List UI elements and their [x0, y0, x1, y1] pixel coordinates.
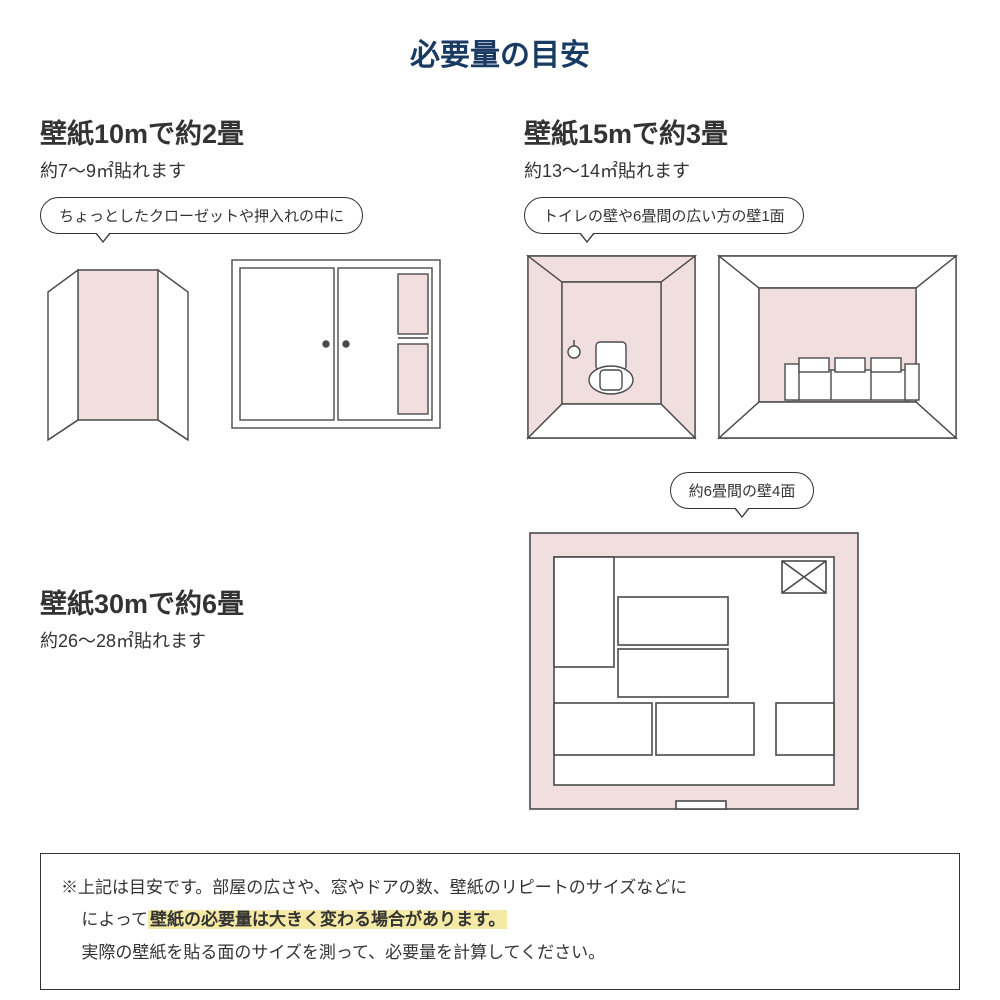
page-title: 必要量の目安 [40, 30, 960, 74]
closet-icon [40, 252, 210, 442]
note-line-3: 実際の壁紙を貼る面のサイズを測って、必要量を計算してください。 [61, 937, 939, 969]
sliding-door-icon [226, 252, 446, 442]
note-highlight: 壁紙の必要量は大きく変わる場合があります。 [148, 910, 507, 929]
note-line-2-prefix: によって [81, 910, 148, 929]
note-line-1: ※上記は目安です。部屋の広さや、窓やドアの数、壁紙のリピートのサイズなどに [61, 872, 939, 904]
toilet-room-icon [524, 252, 699, 442]
section-heading: 壁紙30mで約6畳 [40, 582, 476, 621]
callout-bubble: 約6畳間の壁4面 [670, 472, 815, 509]
section-heading: 壁紙10mで約2畳 [40, 112, 476, 151]
section-sub: 約7〜9㎡貼れます [40, 157, 476, 183]
illustration-row [524, 252, 960, 442]
note-line-2: によって壁紙の必要量は大きく変わる場合があります。 [61, 904, 939, 936]
sections-grid: 壁紙10mで約2畳 約7〜9㎡貼れます ちょっとしたクローゼットや押入れの中に [40, 112, 960, 817]
section-6jo-plan: 約6畳間の壁4面 [524, 472, 960, 817]
room-plan-icon [524, 527, 864, 817]
living-room-wall-icon [715, 252, 960, 442]
section-heading: 壁紙15mで約3畳 [524, 112, 960, 151]
illustration-row [40, 252, 476, 442]
callout-bubble: ちょっとしたクローゼットや押入れの中に [40, 197, 363, 234]
section-sub: 約26〜28㎡貼れます [40, 627, 476, 653]
note-box: ※上記は目安です。部屋の広さや、窓やドアの数、壁紙のリピートのサイズなどに によ… [40, 853, 960, 990]
section-10m: 壁紙10mで約2畳 約7〜9㎡貼れます ちょっとしたクローゼットや押入れの中に [40, 112, 476, 442]
section-15m: 壁紙15mで約3畳 約13〜14㎡貼れます トイレの壁や6畳間の広い方の壁1面 [524, 112, 960, 442]
section-30m: 壁紙30mで約6畳 約26〜28㎡貼れます [40, 582, 476, 817]
callout-bubble: トイレの壁や6畳間の広い方の壁1面 [524, 197, 804, 234]
section-sub: 約13〜14㎡貼れます [524, 157, 960, 183]
